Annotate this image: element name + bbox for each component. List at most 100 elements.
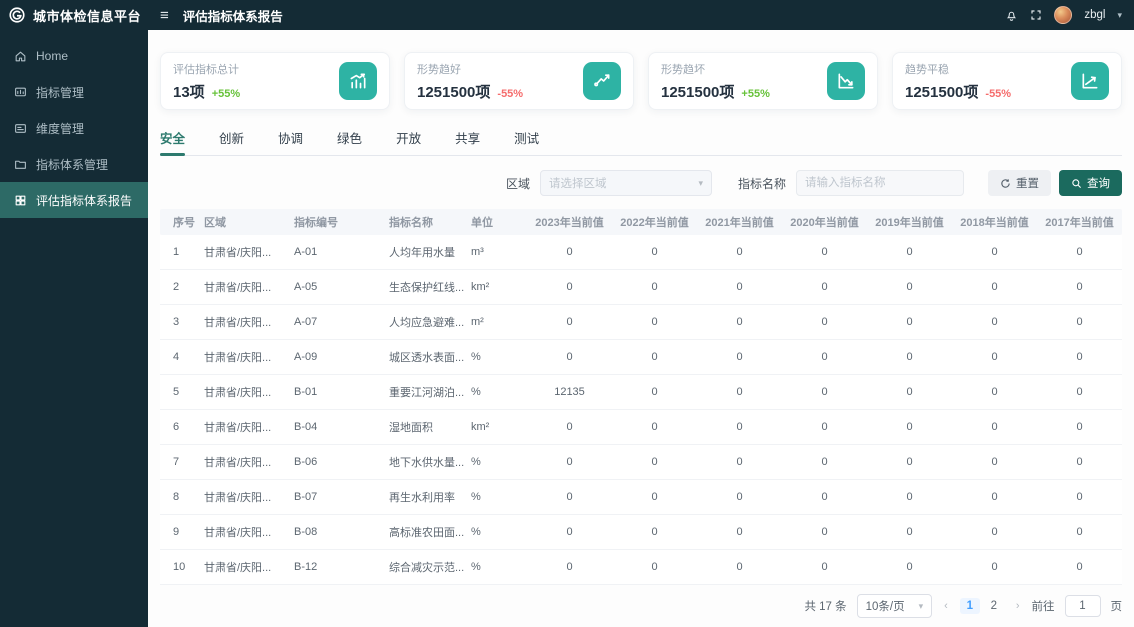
card-label: 形势趋好 bbox=[417, 63, 461, 76]
table-cell: % bbox=[471, 526, 481, 538]
fullscreen-icon[interactable] bbox=[1030, 9, 1042, 21]
chart-box-icon bbox=[14, 86, 27, 99]
table-cell: 0 bbox=[1076, 491, 1083, 503]
sidebar: 城市体检信息平台 Home 指标管理 维度管理 指标体系管理 评估指标体系报告 bbox=[0, 0, 148, 627]
table-cell: % bbox=[471, 561, 481, 573]
app-logo-row: 城市体检信息平台 bbox=[0, 0, 148, 30]
table-cell: 10 bbox=[173, 561, 186, 573]
table-cell: 0 bbox=[991, 456, 998, 468]
table-cell: % bbox=[471, 386, 481, 398]
page-title: 评估指标体系报告 bbox=[182, 9, 283, 24]
table-cell: 0 bbox=[736, 456, 743, 468]
sidebar-item-label: 维度管理 bbox=[36, 121, 85, 136]
sidebar-item-label: 评估指标体系报告 bbox=[36, 193, 133, 208]
table-cell: 0 bbox=[1076, 246, 1083, 258]
page-size-select[interactable]: 10条/页 ▾ bbox=[856, 594, 933, 618]
table-cell: 0 bbox=[906, 526, 913, 538]
table-cell: A-01 bbox=[294, 246, 318, 258]
folder-icon bbox=[14, 158, 27, 171]
table-cell: 再生水利用率 bbox=[389, 492, 455, 504]
table-cell: 人均年用水量 bbox=[389, 247, 455, 259]
pagination-bar: 共 17 条 10条/页 ▾ ‹ 12 › 前往 页 bbox=[160, 594, 1122, 618]
stat-card-3: 形势趋坏 1251500项 +55% bbox=[648, 52, 878, 110]
table-cell: 0 bbox=[821, 456, 828, 468]
table-cell: km² bbox=[471, 421, 490, 433]
table-row: 2 甘肃省/庆阳... A-05 生态保护红线... km² 0 0 0 0 0 0 0 bbox=[160, 270, 1122, 305]
table-cell: 0 bbox=[906, 421, 913, 433]
app-logo-icon bbox=[8, 6, 26, 24]
grid-report-icon bbox=[14, 194, 27, 207]
tab-2[interactable]: 创新 bbox=[219, 132, 245, 146]
chevron-down-icon: ▾ bbox=[918, 600, 924, 611]
sidebar-item-label: 指标体系管理 bbox=[36, 157, 109, 172]
column-header: 2019年当前值 bbox=[875, 217, 944, 229]
search-button[interactable]: 查询 bbox=[1059, 170, 1122, 196]
table-cell: 0 bbox=[906, 561, 913, 573]
table-cell: 湿地面积 bbox=[389, 422, 433, 434]
user-menu-caret-icon[interactable]: ▾ bbox=[1117, 9, 1122, 20]
table-cell: 甘肃省/庆阳... bbox=[204, 527, 272, 539]
prev-page-icon[interactable]: ‹ bbox=[944, 600, 948, 612]
table-cell: 0 bbox=[991, 526, 998, 538]
table-cell: 0 bbox=[736, 421, 743, 433]
reset-button[interactable]: 重置 bbox=[988, 170, 1051, 196]
sidebar-item-1[interactable]: Home bbox=[0, 38, 148, 74]
sidebar-item-2[interactable]: 指标管理 bbox=[0, 74, 148, 110]
home-icon bbox=[14, 50, 27, 63]
goto-label: 前往 bbox=[1031, 601, 1055, 613]
table-cell: 0 bbox=[1076, 526, 1083, 538]
tab-7[interactable]: 测试 bbox=[514, 132, 540, 146]
category-tabs: 安全 创新 协调 绿色 开放 共享 测试 bbox=[160, 128, 1122, 156]
tab-6[interactable]: 共享 bbox=[455, 132, 481, 146]
page-number-1[interactable]: 1 bbox=[959, 598, 980, 614]
table-cell: 0 bbox=[906, 316, 913, 328]
sidebar-item-4[interactable]: 指标体系管理 bbox=[0, 146, 148, 182]
line-chart-up-icon bbox=[583, 62, 621, 100]
stat-card-1: 评估指标总计 13项 +55% bbox=[160, 52, 390, 110]
table-cell: 0 bbox=[991, 316, 998, 328]
line-chart-down-icon bbox=[827, 62, 865, 100]
sidebar-item-5[interactable]: 评估指标体系报告 bbox=[0, 182, 148, 218]
sidebar-item-3[interactable]: 维度管理 bbox=[0, 110, 148, 146]
table-cell: 地下水供水量... bbox=[389, 457, 465, 469]
table-cell: 0 bbox=[906, 281, 913, 293]
column-header: 序号 bbox=[173, 217, 195, 229]
table-cell: 0 bbox=[991, 491, 998, 503]
next-page-icon[interactable]: › bbox=[1015, 600, 1020, 612]
table-cell: B-01 bbox=[294, 386, 318, 398]
table-cell: 4 bbox=[173, 351, 180, 363]
table-cell: 0 bbox=[1076, 316, 1083, 328]
region-filter-label: 区域 bbox=[505, 176, 530, 191]
table-cell: 城区透水表面... bbox=[389, 352, 465, 364]
table-cell: 综合减灾示范... bbox=[389, 562, 465, 574]
table-row: 10 甘肃省/庆阳... B-12 综合减灾示范...% 0 0 0 0 0 0 0 bbox=[160, 550, 1122, 585]
user-avatar[interactable] bbox=[1054, 6, 1073, 24]
indicator-name-input[interactable] bbox=[796, 170, 964, 196]
search-icon bbox=[1072, 178, 1082, 188]
table-cell: B-07 bbox=[294, 491, 318, 503]
table-cell: 甘肃省/庆阳... bbox=[204, 422, 272, 434]
notification-bell-icon[interactable] bbox=[1005, 9, 1018, 22]
tab-5[interactable]: 开放 bbox=[396, 132, 422, 146]
table-cell: 甘肃省/庆阳... bbox=[204, 247, 272, 259]
bar-chart-trend-icon bbox=[339, 62, 377, 100]
table-body: 1 甘肃省/庆阳... A-01 人均年用水量 m³ 0 0 0 0 0 0 0 2 甘肃省/庆阳... A… bbox=[160, 235, 1122, 585]
table-cell: 0 bbox=[991, 561, 998, 573]
table-cell: 0 bbox=[651, 456, 658, 468]
column-header: 单位 bbox=[471, 217, 493, 229]
hamburger-menu-icon[interactable]: ≡ bbox=[160, 6, 169, 24]
indicators-table: 序号 区域 指标编号 指标名称 单位 2023年当前值 2022年当前值 2021年当前值 20… bbox=[160, 209, 1122, 585]
goto-page-input[interactable] bbox=[1064, 595, 1101, 617]
region-select[interactable]: 请选择区域 ▾ bbox=[539, 170, 712, 196]
tab-4[interactable]: 绿色 bbox=[337, 132, 363, 146]
table-cell: 0 bbox=[821, 421, 828, 433]
tab-1[interactable]: 安全 bbox=[160, 128, 186, 156]
table-cell: 0 bbox=[906, 491, 913, 503]
page-number-2[interactable]: 2 bbox=[990, 600, 998, 612]
table-cell: 0 bbox=[1076, 281, 1083, 293]
card-delta: +55% bbox=[741, 87, 770, 100]
tab-3[interactable]: 协调 bbox=[278, 132, 304, 146]
table-cell: 0 bbox=[821, 491, 828, 503]
indicator-filter-label: 指标名称 bbox=[737, 176, 786, 191]
table-cell: A-05 bbox=[294, 281, 318, 293]
